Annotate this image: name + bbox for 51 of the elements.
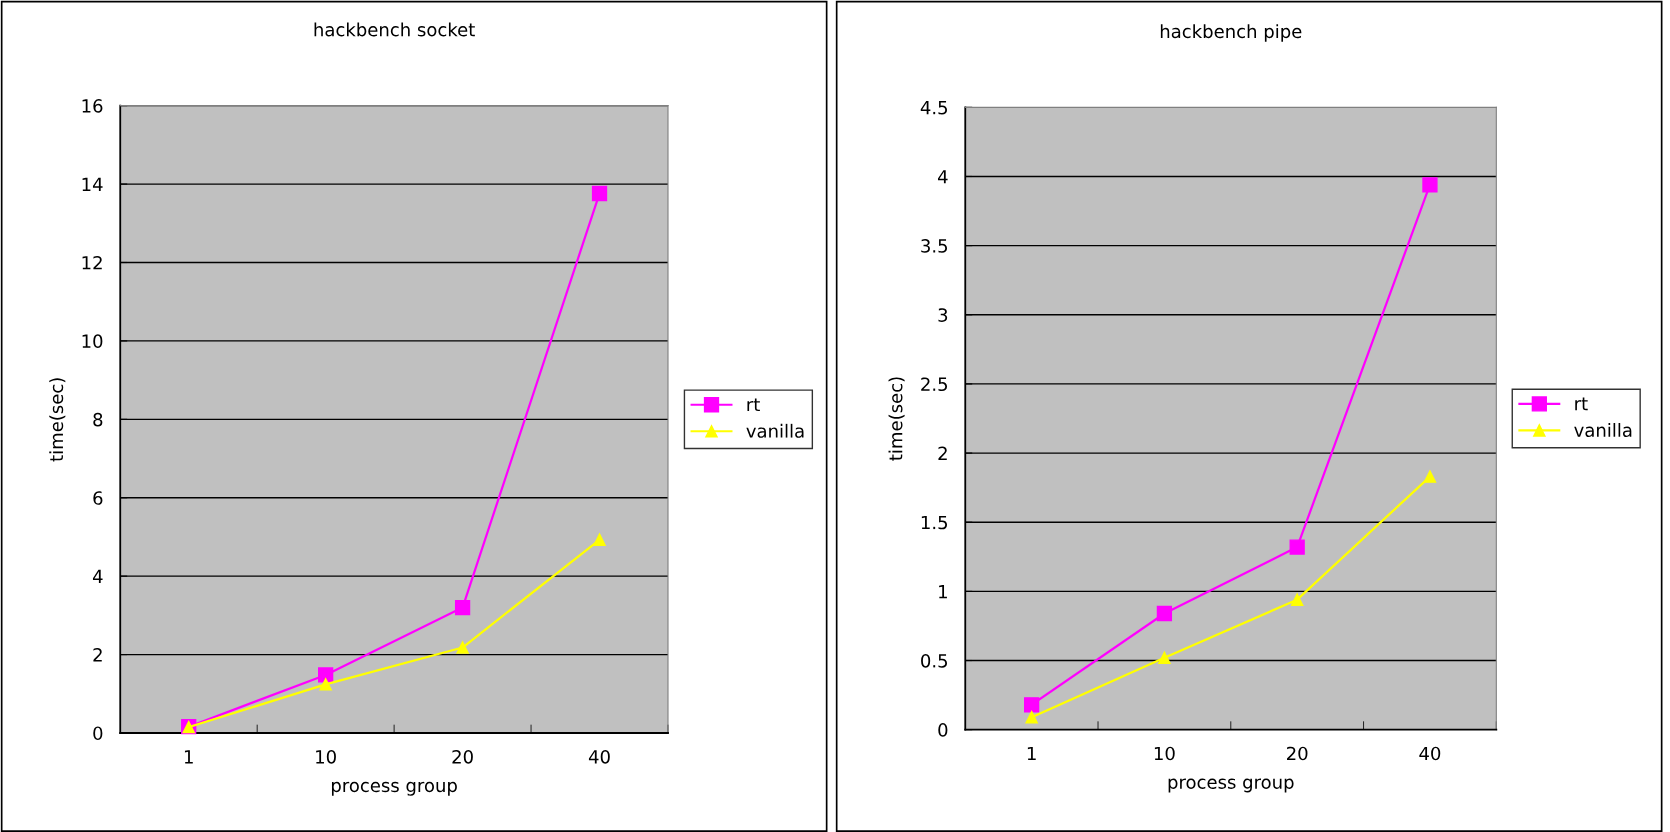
point bbox=[454, 599, 471, 616]
point bbox=[456, 641, 469, 654]
x-axis-title: process group bbox=[331, 781, 457, 796]
y-axis-title: time(sec) bbox=[49, 378, 66, 462]
point bbox=[1290, 593, 1304, 606]
y-tick-label: 2 bbox=[938, 446, 947, 460]
legend-label: vanilla bbox=[746, 423, 804, 438]
chart-title: hackbench socket bbox=[314, 22, 475, 37]
legend-label: rt bbox=[1575, 397, 1588, 411]
x-tick-label: 10 bbox=[316, 749, 336, 764]
x-tick-label: 40 bbox=[1419, 746, 1441, 761]
point bbox=[591, 185, 608, 202]
x-tick-label: 40 bbox=[588, 749, 610, 764]
point bbox=[1289, 539, 1305, 555]
y-tick-label: 1.5 bbox=[921, 515, 948, 530]
y-tick-label: 2 bbox=[93, 648, 102, 662]
x-tick-label: 20 bbox=[452, 749, 473, 764]
y-axis-title: time(sec) bbox=[888, 377, 905, 461]
point bbox=[1423, 470, 1437, 483]
point bbox=[1422, 177, 1438, 193]
y-tick-label: 0 bbox=[93, 726, 103, 741]
y-tick-label: 16 bbox=[82, 99, 103, 113]
y-tick-label: 2.5 bbox=[921, 377, 948, 392]
y-tick-label: 12 bbox=[82, 255, 102, 270]
y-tick-label: 0 bbox=[938, 723, 948, 737]
legend-label: rt bbox=[747, 398, 760, 412]
point bbox=[1025, 710, 1038, 724]
y-tick-label: 3.5 bbox=[921, 239, 948, 253]
point bbox=[593, 533, 606, 546]
y-tick-label: 4 bbox=[92, 569, 103, 584]
x-tick-label: 20 bbox=[1287, 746, 1308, 761]
x-tick-label: 1 bbox=[1027, 746, 1036, 761]
y-tick-label: 6 bbox=[93, 491, 103, 505]
point bbox=[1158, 651, 1171, 665]
y-tick-label: 14 bbox=[82, 177, 103, 191]
y-tick-label: 10 bbox=[82, 334, 103, 349]
point bbox=[319, 678, 332, 691]
chart-title: hackbench pipe bbox=[1160, 24, 1302, 42]
x-tick-label: 10 bbox=[1154, 746, 1175, 761]
y-tick-label: 4.5 bbox=[920, 101, 948, 115]
y-tick-label: 0.5 bbox=[921, 653, 948, 668]
y-tick-label: 1 bbox=[939, 585, 947, 599]
y-tick-label: 3 bbox=[938, 308, 948, 322]
point bbox=[1156, 605, 1173, 622]
point bbox=[318, 667, 334, 683]
x-tick-label: 1 bbox=[184, 750, 193, 764]
y-tick-label: 4 bbox=[937, 170, 948, 184]
point bbox=[1024, 697, 1040, 713]
legend-label: vanilla bbox=[1574, 423, 1632, 437]
x-axis-title: process group bbox=[1168, 778, 1294, 793]
y-tick-label: 8 bbox=[93, 412, 103, 427]
